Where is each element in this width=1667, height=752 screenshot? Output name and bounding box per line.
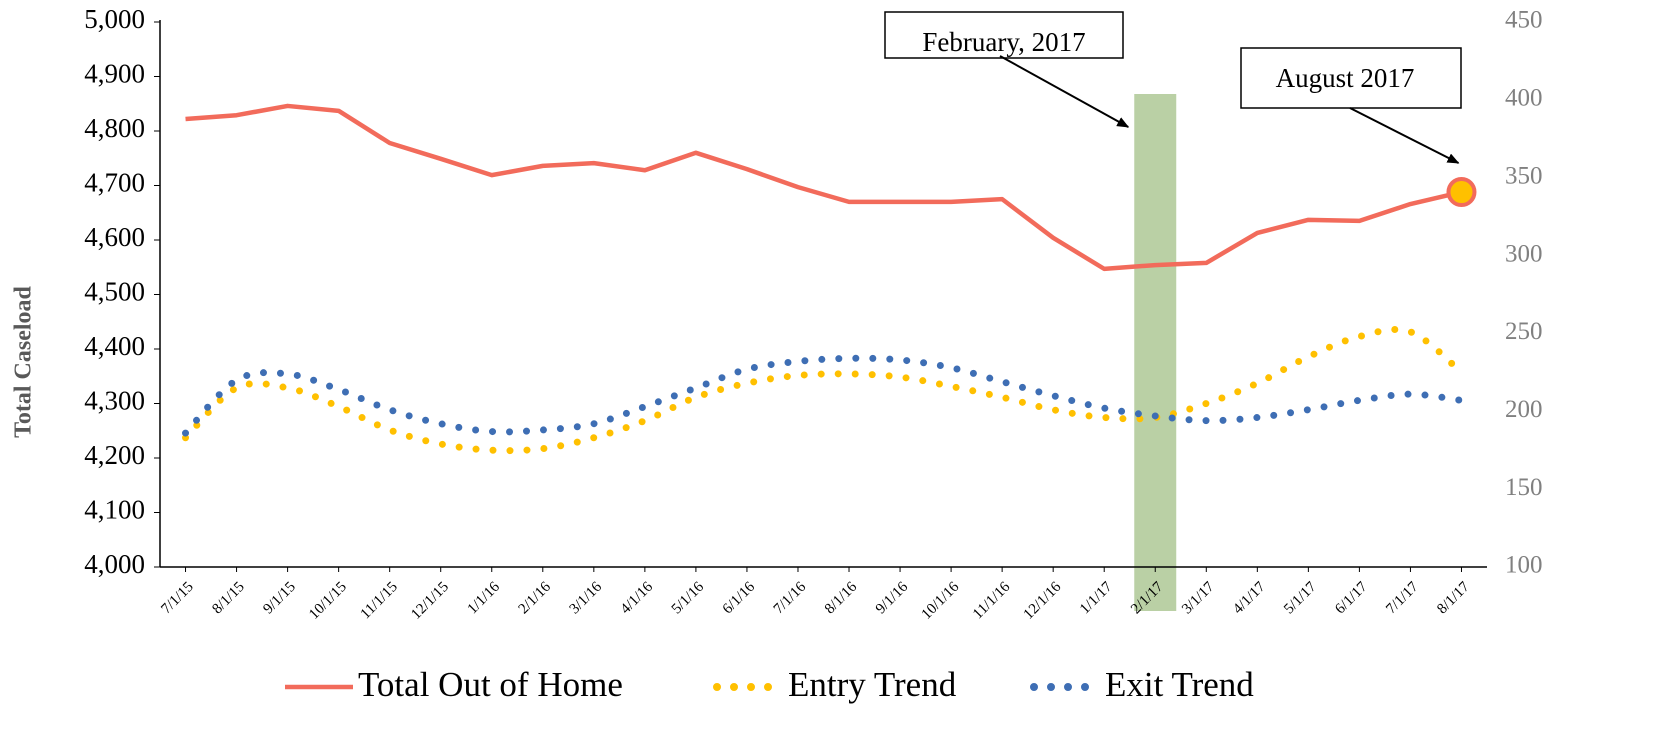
- x-tick-label: 3/1/17: [1179, 579, 1218, 618]
- series-line: [182, 325, 1465, 455]
- x-tick-label: 4/1/16: [618, 579, 657, 618]
- y-tick-label: 4,800: [84, 113, 145, 143]
- x-tick-label: 11/1/16: [970, 579, 1014, 623]
- y-tick-label: 5,000: [84, 4, 145, 34]
- y-tick-label: 4,200: [84, 440, 145, 470]
- x-tick-label: 7/1/15: [158, 579, 196, 617]
- x-tick-label: 1/1/17: [1077, 579, 1116, 618]
- x-tick-label: 6/1/17: [1332, 579, 1371, 618]
- y2-tick-label: 350: [1505, 162, 1543, 189]
- x-tick-label: 1/1/16: [465, 579, 504, 618]
- highlight-band: [1134, 94, 1177, 611]
- x-tick-label: 2/1/16: [516, 579, 555, 618]
- y-tick-label: 4,500: [84, 277, 145, 307]
- x-tick-label: 8/1/17: [1434, 579, 1473, 618]
- y-tick-label: 4,000: [84, 549, 145, 579]
- x-tick-label: 6/1/16: [720, 579, 759, 618]
- y2-tick-label: 450: [1505, 7, 1543, 34]
- y-tick-label: 4,100: [84, 495, 145, 525]
- y-tick-label: 4,700: [84, 168, 145, 198]
- x-tick-label: 8/1/15: [209, 579, 247, 617]
- x-tick-label: 3/1/16: [567, 579, 606, 618]
- series-line: [182, 354, 1465, 437]
- y-tick-label: 4,400: [84, 331, 145, 361]
- y2-tick-label: 250: [1505, 318, 1543, 345]
- y2-tick-label: 150: [1505, 474, 1543, 501]
- x-tick-label: 7/1/17: [1383, 579, 1422, 618]
- y-tick-label: 4,600: [84, 222, 145, 252]
- y-axis-label: Total Caseload: [11, 285, 37, 437]
- x-tick-label: 5/1/17: [1281, 579, 1320, 618]
- annotation-text: February, 2017: [922, 27, 1085, 57]
- x-tick-label: 10/1/15: [306, 579, 350, 623]
- annotation-box: [1240, 47, 1462, 109]
- x-tick-label: 5/1/16: [669, 579, 708, 618]
- legend-label: Entry Trend: [788, 665, 957, 704]
- x-tick-label: 7/1/16: [771, 579, 810, 618]
- y2-tick-label: 100: [1505, 552, 1543, 579]
- y2-tick-label: 200: [1505, 396, 1543, 423]
- series-line: [185, 103, 1462, 272]
- x-tick-label: 9/1/15: [260, 579, 298, 617]
- x-tick-label: 9/1/16: [873, 579, 912, 618]
- x-tick-label: 8/1/16: [822, 579, 861, 618]
- x-tick-label: 12/1/16: [1021, 579, 1065, 623]
- y2-tick-label: 300: [1505, 240, 1543, 267]
- x-tick-label: 4/1/17: [1230, 579, 1269, 618]
- x-tick-label: 10/1/16: [919, 579, 963, 623]
- x-tick-label: 11/1/15: [358, 579, 401, 622]
- annotation-arrow: [999, 55, 1130, 128]
- annotation-text: August 2017: [1276, 63, 1415, 93]
- legend-label: Total Out of Home: [358, 665, 623, 704]
- x-tick-label: 12/1/15: [408, 579, 452, 623]
- highlight-point: [1446, 177, 1477, 208]
- y-tick-label: 4,900: [84, 59, 145, 89]
- annotation-arrow: [1349, 107, 1460, 164]
- y2-tick-label: 400: [1505, 85, 1543, 112]
- y-tick-label: 4,300: [84, 386, 145, 416]
- legend-label: Exit Trend: [1105, 665, 1254, 704]
